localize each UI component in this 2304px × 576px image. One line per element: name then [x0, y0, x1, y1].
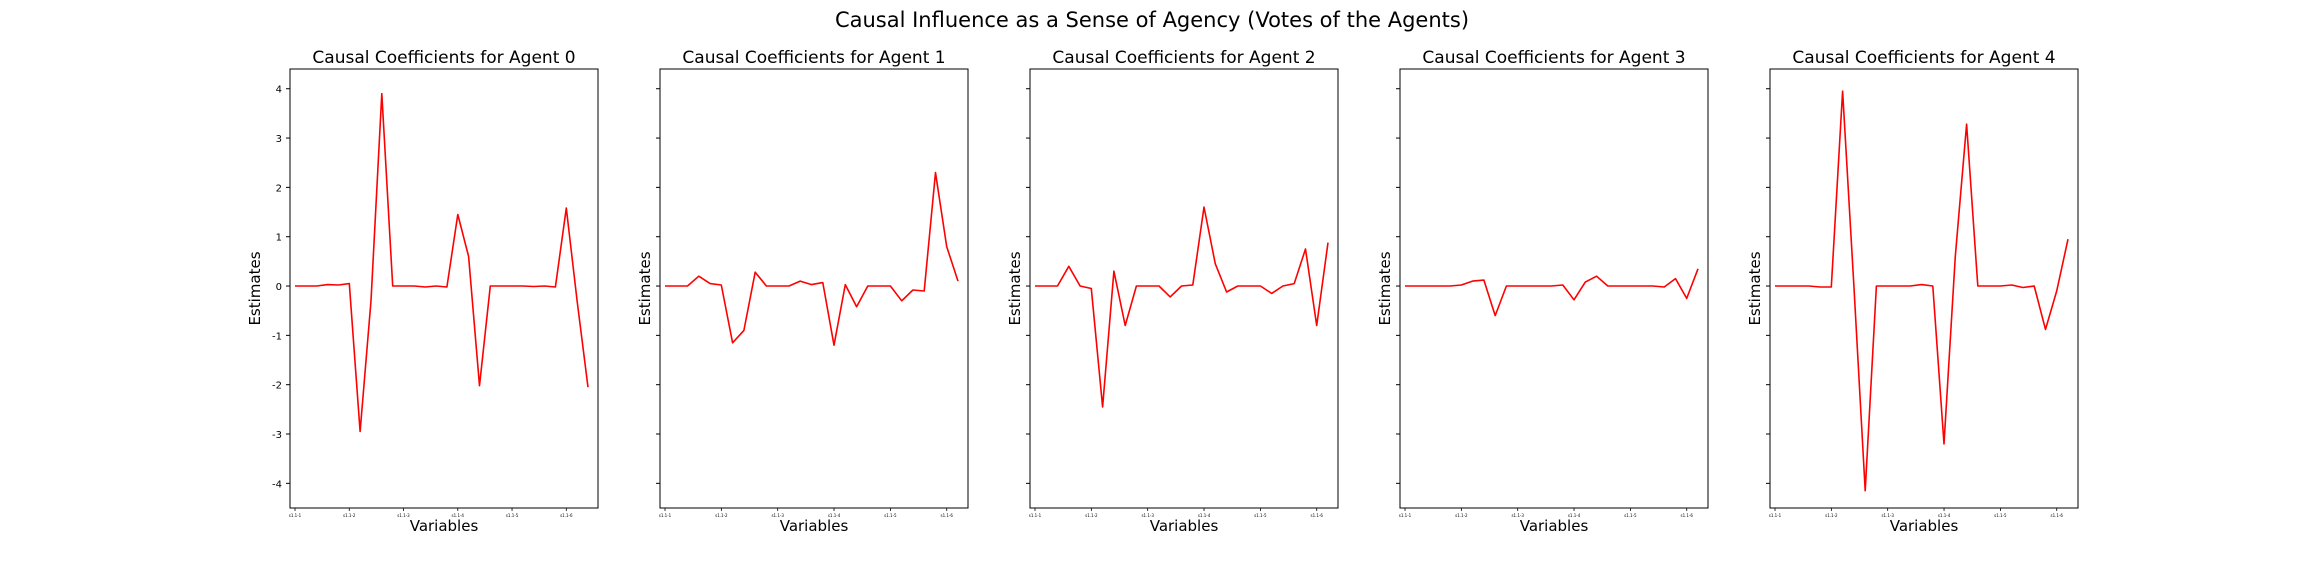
- x-tick-label: s1.1-4: [828, 513, 841, 518]
- x-tick-label: s1.1-5: [506, 513, 519, 518]
- x-tick-label: s1.1-1: [1029, 513, 1042, 518]
- x-tick-label: s1.1-5: [1994, 513, 2007, 518]
- x-tick-label: s1.1-5: [1624, 513, 1637, 518]
- x-tick-label: s1.1-6: [2051, 513, 2064, 518]
- panel-title: Causal Coefficients for Agent 3: [1422, 48, 1685, 68]
- x-axis-label: Variables: [780, 517, 849, 535]
- x-axis-label: Variables: [1150, 517, 1219, 535]
- x-tick-label: s1.1-3: [1511, 513, 1524, 518]
- x-tick-label: s1.1-1: [659, 513, 672, 518]
- y-tick-label: -4: [272, 479, 282, 490]
- x-tick-label: s1.1-6: [560, 513, 573, 518]
- chart-panels: Causal Coefficients for Agent 0 -4 -3 -2 -1 0…: [246, 48, 2079, 535]
- series-line-agent-4: [1775, 90, 2069, 492]
- plot-area-frame: [659, 68, 969, 509]
- panel-title: Causal Coefficients for Agent 2: [1052, 48, 1315, 68]
- series-line-agent-2: [1035, 206, 1329, 408]
- x-axis-label: Variables: [410, 517, 479, 535]
- series-line-agent-0: [295, 92, 589, 433]
- y-tick-label: 1: [276, 233, 282, 244]
- x-tick-label: s1.1-2: [715, 513, 728, 518]
- y-axis-label: Estimates: [1006, 251, 1024, 325]
- series-line-agent-1: [665, 171, 959, 347]
- figure-title: Causal Influence as a Sense of Agency (V…: [835, 8, 1469, 32]
- x-tick-label: s1.1-1: [1399, 513, 1412, 518]
- y-tick-label: -2: [272, 381, 282, 392]
- x-tick-label: s1.1-2: [343, 513, 356, 518]
- chart-panel-agent-4: Causal Coefficients for Agent 4 s1.1-1 s1.…: [1746, 48, 2079, 535]
- x-tick-label: s1.1-2: [1455, 513, 1468, 518]
- y-axis-label: Estimates: [1376, 251, 1394, 325]
- x-tick-label: s1.1-2: [1085, 513, 1098, 518]
- x-tick-label: s1.1-3: [1881, 513, 1894, 518]
- y-tick-label: -1: [272, 331, 282, 342]
- x-tick-label: s1.1-3: [771, 513, 784, 518]
- x-tick-label: s1.1-4: [452, 513, 465, 518]
- x-tick-label: s1.1-4: [1198, 513, 1211, 518]
- y-tick-label: 2: [276, 183, 282, 194]
- x-tick-label: s1.1-3: [1141, 513, 1154, 518]
- y-tick-label: 4: [276, 85, 282, 96]
- series-line-agent-3: [1405, 268, 1699, 317]
- panel-title: Causal Coefficients for Agent 4: [1792, 48, 2055, 68]
- x-tick-label: s1.1-4: [1568, 513, 1581, 518]
- x-axis-label: Variables: [1520, 517, 1589, 535]
- x-tick-label: s1.1-4: [1938, 513, 1951, 518]
- plot-area-frame: [1029, 68, 1339, 509]
- x-axis-label: Variables: [1890, 517, 1959, 535]
- x-tick-label: s1.1-1: [289, 513, 302, 518]
- plot-area-frame: [1769, 68, 2079, 509]
- x-tick-label: s1.1-2: [1825, 513, 1838, 518]
- y-axis-label: Estimates: [246, 251, 264, 325]
- x-tick-label: s1.1-6: [1681, 513, 1694, 518]
- y-tick-label: 0: [276, 282, 282, 293]
- y-axis-label: Estimates: [1746, 251, 1764, 325]
- y-tick-label: -3: [272, 430, 282, 441]
- panel-title: Causal Coefficients for Agent 1: [682, 48, 945, 68]
- chart-panel-agent-0: Causal Coefficients for Agent 0 -4 -3 -2 -1 0…: [246, 48, 599, 535]
- x-tick-label: s1.1-5: [884, 513, 897, 518]
- x-tick-label: s1.1-1: [1769, 513, 1782, 518]
- chart-panel-agent-2: Causal Coefficients for Agent 2 s1.1-1 s1.…: [1006, 48, 1339, 535]
- chart-panel-agent-1: Causal Coefficients for Agent 1 s1.1-1 s1.…: [636, 48, 969, 535]
- x-tick-label: s1.1-3: [397, 513, 410, 518]
- panel-title: Causal Coefficients for Agent 0: [312, 48, 575, 68]
- plot-area-frame: [289, 68, 599, 509]
- x-tick-label: s1.1-6: [941, 513, 954, 518]
- y-axis-label: Estimates: [636, 251, 654, 325]
- chart-panel-agent-3: Causal Coefficients for Agent 3 s1.1-1 s1.…: [1376, 48, 1709, 535]
- x-tick-label: s1.1-5: [1254, 513, 1267, 518]
- plot-area-frame: [1399, 68, 1709, 509]
- y-tick-label: 3: [276, 134, 282, 145]
- x-tick-label: s1.1-6: [1311, 513, 1324, 518]
